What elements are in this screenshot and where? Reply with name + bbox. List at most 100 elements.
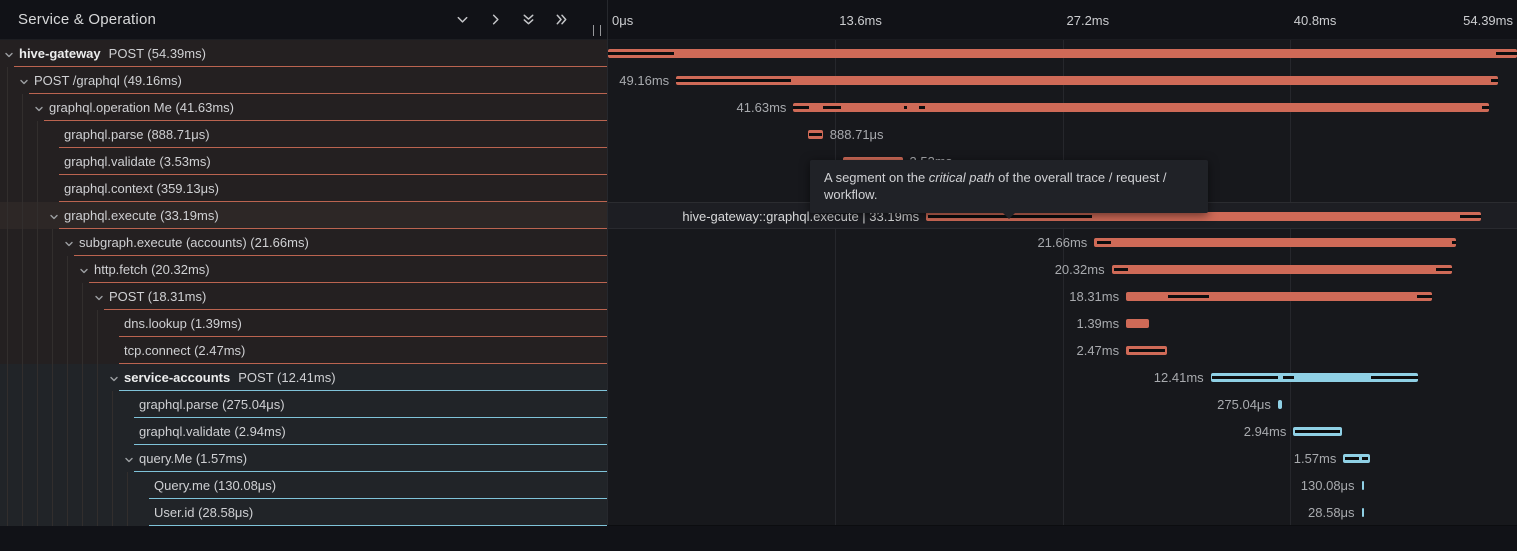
trace-panels: Service & Operation xyxy=(0,0,1517,526)
critical-path-segment[interactable] xyxy=(1452,241,1457,244)
span-bar[interactable] xyxy=(1126,292,1433,301)
span-bar[interactable] xyxy=(1111,265,1452,274)
critical-path-segment[interactable] xyxy=(608,52,675,55)
collapse-all-icon[interactable] xyxy=(518,10,538,30)
critical-path-segment[interactable] xyxy=(822,106,841,109)
span-bar[interactable] xyxy=(1361,481,1364,490)
span-row[interactable]: POST /graphql (49.16ms) xyxy=(0,67,607,94)
span-row[interactable]: dns.lookup (1.39ms) xyxy=(0,310,607,337)
span-row[interactable]: graphql.parse (275.04μs) xyxy=(0,391,607,418)
critical-path-segment[interactable] xyxy=(1113,268,1128,271)
span-bar[interactable] xyxy=(1210,373,1418,382)
operation-name: User.id (28.58μs) xyxy=(154,504,254,520)
critical-path-segment[interactable] xyxy=(1481,106,1489,109)
chevron-down-icon[interactable] xyxy=(79,264,89,274)
span-row[interactable]: Query.me (130.08μs) xyxy=(0,472,607,499)
axis-tick: 0μs xyxy=(612,12,634,28)
critical-path-segment[interactable] xyxy=(1496,52,1517,55)
span-duration-label: 21.66ms xyxy=(1037,235,1088,250)
critical-path-segment[interactable] xyxy=(793,106,809,109)
chevron-down-icon[interactable] xyxy=(4,48,14,58)
span-name: tcp.connect (2.47ms) xyxy=(119,337,607,364)
span-row[interactable]: graphql.context (359.13μs) xyxy=(0,175,607,202)
critical-path-segment[interactable] xyxy=(809,133,822,136)
span-row[interactable]: graphql.validate (3.53ms) xyxy=(0,148,607,175)
span-row[interactable]: subgraph.execute (accounts) (21.66ms) xyxy=(0,229,607,256)
indent-guide xyxy=(22,202,23,229)
critical-path-segment[interactable] xyxy=(1211,376,1278,379)
critical-path-segment[interactable] xyxy=(1097,241,1112,244)
span-timeline-row: 888.71μs xyxy=(608,121,1517,148)
critical-path-segment[interactable] xyxy=(903,106,908,109)
chevron-down-icon[interactable] xyxy=(109,372,119,382)
critical-path-segment[interactable] xyxy=(1459,215,1481,218)
span-row[interactable]: User.id (28.58μs) xyxy=(0,499,607,526)
indent-guide xyxy=(7,445,8,472)
expand-all-icon[interactable] xyxy=(551,10,571,30)
chevron-down-icon[interactable] xyxy=(64,237,74,247)
span-row[interactable]: graphql.parse (888.71μs) xyxy=(0,121,607,148)
span-row[interactable]: graphql.execute (33.19ms) xyxy=(0,202,607,229)
critical-path-segment[interactable] xyxy=(1435,268,1452,271)
indent-guide xyxy=(37,175,38,202)
expand-one-icon[interactable] xyxy=(485,10,505,30)
chevron-down-icon[interactable] xyxy=(19,75,29,85)
span-bar[interactable] xyxy=(1126,319,1150,328)
critical-path-segment[interactable] xyxy=(1371,376,1418,379)
span-duration-label: 20.32ms xyxy=(1054,262,1105,277)
span-bar[interactable] xyxy=(807,130,823,139)
critical-path-segment[interactable] xyxy=(1283,376,1294,379)
critical-path-segment[interactable] xyxy=(1295,430,1341,433)
span-row[interactable]: POST (18.31ms) xyxy=(0,283,607,310)
span-bar[interactable] xyxy=(1293,427,1343,436)
operation-name: graphql.validate (3.53ms) xyxy=(64,153,211,169)
chevron-down-icon[interactable] xyxy=(124,453,134,463)
span-bar[interactable] xyxy=(793,103,1489,112)
indent-guide xyxy=(37,121,38,148)
span-bar[interactable] xyxy=(1343,454,1370,463)
chevron-down-icon[interactable] xyxy=(49,210,59,220)
span-bar[interactable] xyxy=(1361,508,1364,517)
span-row[interactable]: tcp.connect (2.47ms) xyxy=(0,337,607,364)
span-bar[interactable] xyxy=(1126,346,1168,355)
indent-guide xyxy=(112,391,113,418)
span-duration-label: 2.94ms xyxy=(1243,424,1287,439)
indent-guide xyxy=(112,445,113,472)
critical-path-segment[interactable] xyxy=(1168,295,1210,298)
span-row[interactable]: graphql.validate (2.94ms) xyxy=(0,418,607,445)
critical-path-segment[interactable] xyxy=(1361,457,1368,460)
critical-path-segment[interactable] xyxy=(1416,295,1433,298)
span-name: graphql.parse (888.71μs) xyxy=(59,121,607,148)
span-row[interactable]: graphql.operation Me (41.63ms) xyxy=(0,94,607,121)
span-row[interactable]: hive-gateway POST (54.39ms) xyxy=(0,40,607,67)
span-duration-label: 12.41ms xyxy=(1153,370,1204,385)
span-row[interactable]: http.fetch (20.32ms) xyxy=(0,256,607,283)
collapse-one-icon[interactable] xyxy=(452,10,472,30)
span-name: Query.me (130.08μs) xyxy=(149,472,607,499)
indent-guide xyxy=(7,472,8,499)
critical-path-segment[interactable] xyxy=(1345,457,1359,460)
span-duration-label: 2.47ms xyxy=(1076,343,1120,358)
axis-tick: 13.6ms xyxy=(839,12,882,28)
critical-path-segment[interactable] xyxy=(676,79,792,82)
indent-guide xyxy=(127,499,128,526)
indent-guide xyxy=(22,418,23,445)
tree-controls xyxy=(452,10,571,30)
indent-guide xyxy=(7,175,8,202)
chevron-down-icon[interactable] xyxy=(94,291,104,301)
span-bar[interactable] xyxy=(608,49,1517,58)
critical-path-segment[interactable] xyxy=(1491,79,1498,82)
indent-guide xyxy=(52,256,53,283)
span-bar[interactable] xyxy=(676,76,1498,85)
span-row[interactable]: service-accounts POST (12.41ms) xyxy=(0,364,607,391)
span-timeline-row: 20.32ms xyxy=(608,256,1517,283)
critical-path-segment[interactable] xyxy=(1128,349,1165,352)
critical-path-segment[interactable] xyxy=(919,106,925,109)
operation-name: Query.me (130.08μs) xyxy=(154,477,277,493)
operation-name: graphql.operation Me (41.63ms) xyxy=(49,99,234,115)
chevron-down-icon[interactable] xyxy=(34,102,44,112)
span-bar[interactable] xyxy=(1277,400,1283,409)
span-row[interactable]: query.Me (1.57ms) xyxy=(0,445,607,472)
span-bar[interactable] xyxy=(1094,238,1457,247)
column-resize-handle[interactable] xyxy=(593,25,601,36)
